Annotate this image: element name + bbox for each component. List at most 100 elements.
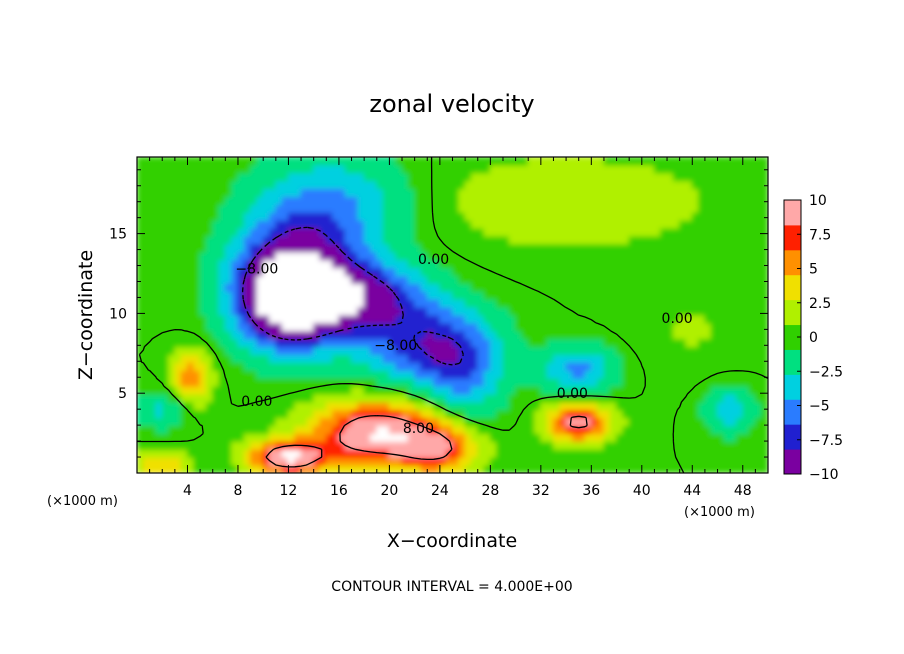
field-cell bbox=[742, 401, 750, 411]
field-cell bbox=[338, 377, 346, 387]
field-cell bbox=[477, 346, 485, 355]
field-cell bbox=[168, 203, 176, 213]
field-cell bbox=[735, 330, 744, 340]
field-cell bbox=[761, 440, 768, 450]
field-cell bbox=[332, 385, 340, 395]
field-cell bbox=[237, 464, 245, 473]
field-cell bbox=[691, 203, 700, 213]
field-cell bbox=[742, 243, 750, 253]
field-cell bbox=[559, 425, 567, 434]
field-cell bbox=[489, 298, 498, 308]
field-cell bbox=[452, 219, 460, 229]
field-cell bbox=[735, 251, 744, 261]
field-cell bbox=[319, 361, 327, 371]
field-cell bbox=[281, 354, 289, 363]
field-cell bbox=[414, 433, 422, 442]
field-cell bbox=[161, 456, 170, 466]
field-cell bbox=[502, 456, 510, 466]
field-cell bbox=[717, 393, 725, 403]
field-cell bbox=[754, 306, 763, 316]
field-cell bbox=[704, 172, 712, 182]
field-cell bbox=[199, 330, 207, 340]
field-cell bbox=[319, 235, 327, 245]
field-cell bbox=[224, 401, 233, 411]
field-cell bbox=[565, 377, 573, 387]
field-cell bbox=[137, 164, 144, 174]
field-cell bbox=[672, 456, 681, 466]
field-cell bbox=[414, 440, 422, 450]
field-cell bbox=[653, 188, 662, 197]
field-cell bbox=[679, 401, 687, 411]
field-cell bbox=[672, 440, 681, 450]
field-cell bbox=[502, 203, 510, 213]
field-cell bbox=[470, 203, 479, 213]
field-cell bbox=[571, 330, 580, 340]
field-cell bbox=[458, 306, 466, 316]
field-cell bbox=[470, 330, 479, 340]
field-cell bbox=[250, 322, 258, 332]
field-cell bbox=[332, 211, 340, 221]
field-cell bbox=[653, 196, 662, 205]
field-cell bbox=[559, 172, 567, 182]
field-cell bbox=[653, 385, 662, 395]
field-cell bbox=[622, 440, 630, 450]
field-cell bbox=[351, 440, 359, 450]
field-cell bbox=[218, 433, 226, 442]
field-cell bbox=[275, 393, 283, 403]
field-cell bbox=[325, 440, 334, 450]
field-cell bbox=[407, 219, 416, 229]
field-cell bbox=[294, 385, 302, 395]
field-cell bbox=[647, 425, 655, 434]
field-cell bbox=[439, 251, 447, 261]
field-cell bbox=[433, 448, 441, 458]
field-cell bbox=[502, 425, 510, 434]
x-tick-label: 20 bbox=[380, 483, 398, 499]
field-cell bbox=[205, 306, 214, 316]
field-cell bbox=[357, 314, 365, 324]
field-cell bbox=[445, 401, 453, 411]
field-cell bbox=[508, 448, 517, 458]
field-cell bbox=[634, 203, 643, 213]
field-cell bbox=[369, 227, 378, 237]
field-cell bbox=[142, 259, 151, 269]
field-cell bbox=[445, 440, 453, 450]
field-cell bbox=[313, 417, 321, 427]
field-cell bbox=[168, 330, 176, 340]
field-cell bbox=[137, 448, 144, 458]
field-cell bbox=[628, 243, 636, 253]
x-axis-label: X−coordinate bbox=[387, 530, 517, 552]
field-cell bbox=[502, 267, 510, 276]
field-cell bbox=[269, 290, 277, 300]
field-cell bbox=[300, 306, 308, 316]
field-cell bbox=[168, 369, 176, 379]
field-cell bbox=[470, 251, 479, 261]
field-cell bbox=[761, 227, 768, 237]
field-cell bbox=[571, 448, 580, 458]
field-cell bbox=[458, 433, 466, 442]
field-cell bbox=[401, 196, 409, 205]
field-cell bbox=[691, 361, 700, 371]
field-cell bbox=[685, 290, 693, 300]
field-cell bbox=[199, 354, 207, 363]
field-cell bbox=[193, 409, 201, 419]
field-cell bbox=[660, 409, 668, 419]
field-cell bbox=[174, 409, 182, 419]
field-cell bbox=[281, 157, 289, 166]
field-cell bbox=[452, 433, 460, 442]
field-cell bbox=[250, 385, 258, 395]
field-cell bbox=[433, 361, 441, 371]
x-tick-label: 36 bbox=[582, 483, 600, 499]
field-cell bbox=[477, 377, 485, 387]
field-cell bbox=[313, 251, 321, 261]
field-cell bbox=[142, 282, 151, 292]
field-cell bbox=[161, 275, 170, 284]
field-cell bbox=[243, 401, 252, 411]
field-cell bbox=[584, 188, 592, 197]
field-cell bbox=[262, 401, 271, 411]
field-cell bbox=[634, 188, 643, 197]
field-cell bbox=[376, 377, 384, 387]
field-cell bbox=[142, 456, 151, 466]
field-cell bbox=[634, 306, 643, 316]
field-cell bbox=[452, 314, 460, 324]
field-cell bbox=[653, 314, 662, 324]
